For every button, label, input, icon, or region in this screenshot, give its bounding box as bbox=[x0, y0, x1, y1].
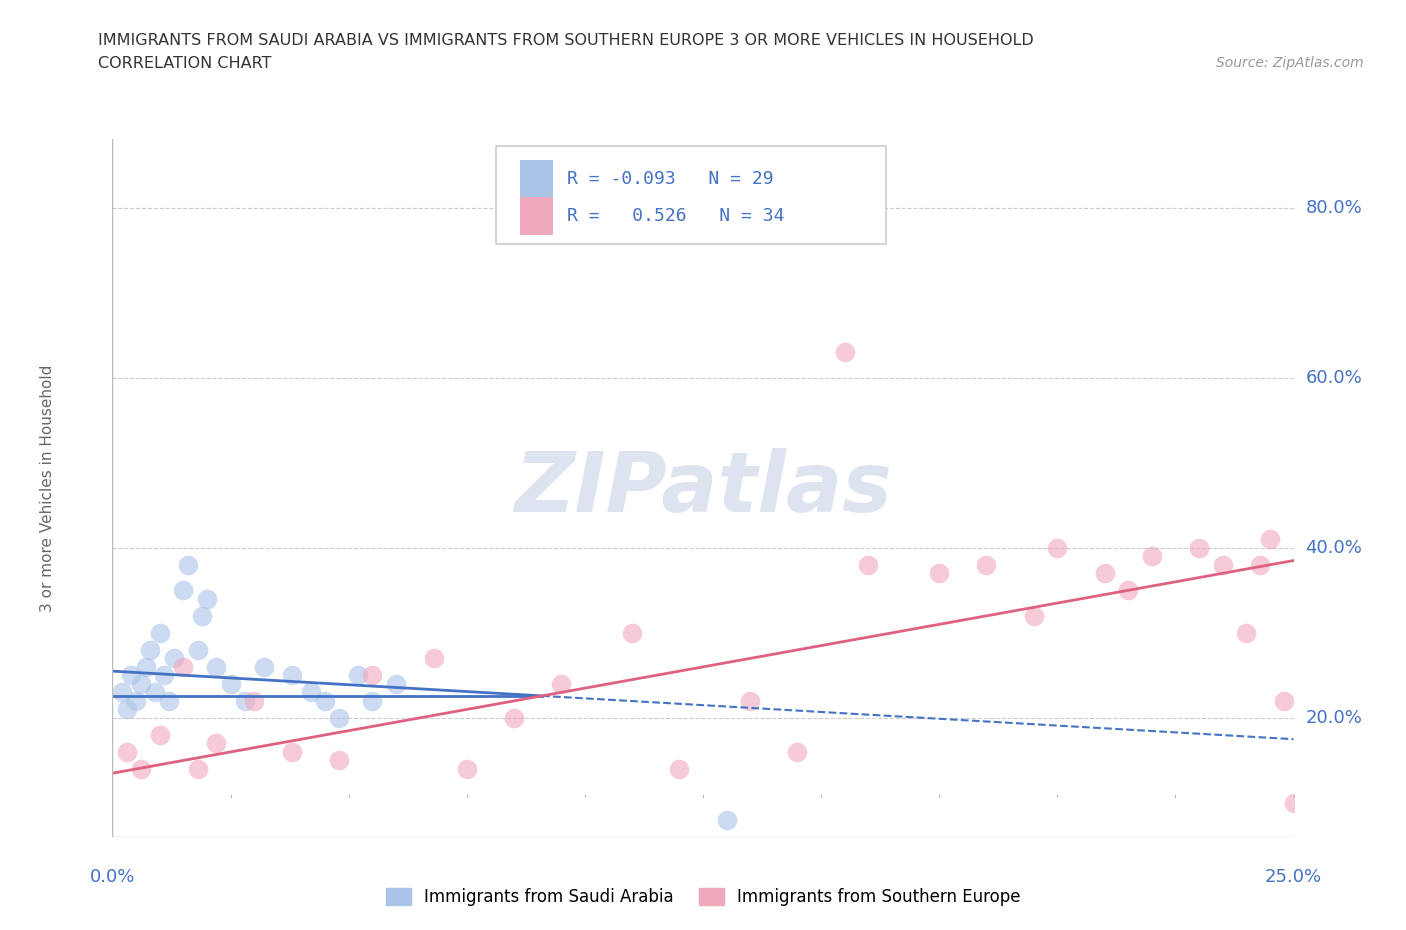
Point bbox=[120, 668, 142, 683]
Point bbox=[1249, 557, 1271, 572]
Point bbox=[125, 694, 148, 709]
Text: 80.0%: 80.0% bbox=[1305, 198, 1362, 217]
Point bbox=[1022, 608, 1045, 623]
Point bbox=[1046, 540, 1069, 555]
Point bbox=[149, 625, 172, 640]
Point bbox=[172, 583, 194, 598]
Point bbox=[233, 694, 256, 709]
Point bbox=[456, 762, 478, 777]
Point bbox=[186, 762, 208, 777]
Text: CORRELATION CHART: CORRELATION CHART bbox=[98, 56, 271, 71]
Point bbox=[328, 711, 350, 725]
Point bbox=[163, 651, 186, 666]
Text: R = -0.093   N = 29: R = -0.093 N = 29 bbox=[567, 170, 773, 189]
Point bbox=[1272, 694, 1295, 709]
Point bbox=[115, 745, 138, 760]
Text: 60.0%: 60.0% bbox=[1305, 368, 1362, 387]
Point bbox=[1188, 540, 1211, 555]
Text: R =   0.526   N = 34: R = 0.526 N = 34 bbox=[567, 206, 785, 225]
Point bbox=[976, 557, 998, 572]
FancyBboxPatch shape bbox=[496, 147, 886, 245]
Point bbox=[172, 659, 194, 674]
Text: 0.0%: 0.0% bbox=[90, 869, 135, 886]
Point bbox=[186, 643, 208, 658]
Point bbox=[328, 753, 350, 768]
Point bbox=[135, 659, 157, 674]
Point bbox=[385, 676, 408, 691]
Text: 25.0%: 25.0% bbox=[1265, 869, 1322, 886]
Point bbox=[139, 643, 162, 658]
Point bbox=[195, 591, 218, 606]
Text: 3 or more Vehicles in Household: 3 or more Vehicles in Household bbox=[39, 365, 55, 612]
Point bbox=[422, 651, 444, 666]
Point bbox=[503, 711, 526, 725]
Point bbox=[347, 668, 370, 683]
Point bbox=[129, 676, 152, 691]
Point bbox=[205, 659, 228, 674]
Point bbox=[111, 685, 134, 700]
Point bbox=[928, 565, 950, 580]
Point bbox=[1234, 625, 1257, 640]
Point bbox=[299, 685, 322, 700]
Text: 20.0%: 20.0% bbox=[1305, 709, 1362, 727]
Point bbox=[129, 762, 152, 777]
Point bbox=[1140, 549, 1163, 564]
Point bbox=[143, 685, 166, 700]
Point bbox=[716, 813, 738, 828]
Point bbox=[281, 668, 304, 683]
Point bbox=[153, 668, 176, 683]
Point bbox=[157, 694, 180, 709]
Bar bbox=[520, 196, 553, 235]
Legend: Immigrants from Saudi Arabia, Immigrants from Southern Europe: Immigrants from Saudi Arabia, Immigrants… bbox=[380, 881, 1026, 912]
Point bbox=[243, 694, 266, 709]
Point bbox=[361, 694, 384, 709]
Text: ZIPatlas: ZIPatlas bbox=[515, 447, 891, 529]
Text: Source: ZipAtlas.com: Source: ZipAtlas.com bbox=[1216, 56, 1364, 70]
Point bbox=[1258, 532, 1281, 547]
Point bbox=[177, 557, 200, 572]
Point bbox=[314, 694, 336, 709]
Point bbox=[281, 745, 304, 760]
Point bbox=[149, 727, 172, 742]
Point bbox=[621, 625, 644, 640]
Point bbox=[834, 345, 856, 360]
Point bbox=[740, 694, 762, 709]
Point bbox=[1212, 557, 1234, 572]
Point bbox=[786, 745, 808, 760]
Text: 40.0%: 40.0% bbox=[1305, 538, 1362, 557]
Point bbox=[115, 702, 138, 717]
Bar bbox=[520, 160, 553, 199]
Point bbox=[1116, 583, 1139, 598]
Point bbox=[1094, 565, 1116, 580]
Point bbox=[550, 676, 572, 691]
Point bbox=[205, 736, 228, 751]
Point bbox=[858, 557, 880, 572]
Point bbox=[1282, 795, 1305, 810]
Text: IMMIGRANTS FROM SAUDI ARABIA VS IMMIGRANTS FROM SOUTHERN EUROPE 3 OR MORE VEHICL: IMMIGRANTS FROM SAUDI ARABIA VS IMMIGRAN… bbox=[98, 33, 1035, 47]
Point bbox=[253, 659, 276, 674]
Point bbox=[361, 668, 384, 683]
Point bbox=[219, 676, 242, 691]
Point bbox=[191, 608, 214, 623]
Point bbox=[668, 762, 690, 777]
